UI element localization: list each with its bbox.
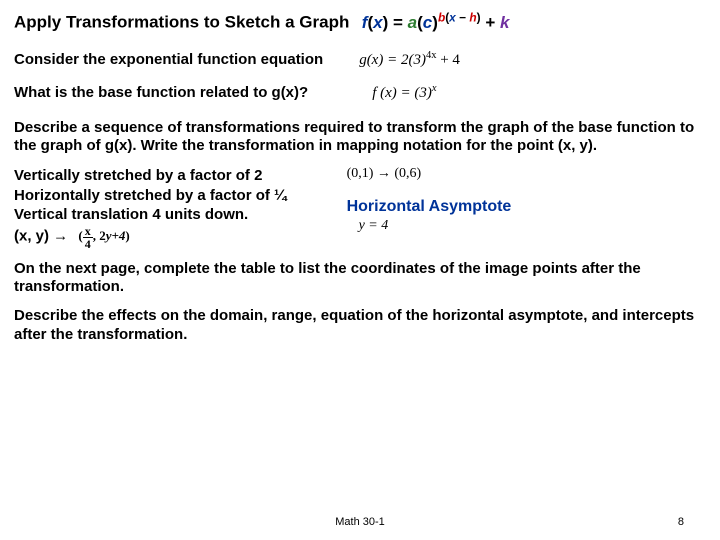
formula-x1: x — [373, 13, 382, 32]
eq-f-main: f (x) = (3) — [372, 85, 432, 101]
consider-row: Consider the exponential function equati… — [14, 43, 706, 76]
formula-x2: x — [449, 10, 456, 24]
map-frac: x4 — [83, 225, 93, 250]
footer-right: 8 — [678, 516, 684, 528]
formula-a: a — [408, 13, 417, 32]
eq-g-exp: 4x — [426, 50, 437, 61]
title-row: Apply Transformations to Sketch a Graph … — [14, 10, 706, 33]
trans-l4: (x, y) → — [14, 227, 68, 244]
asym-title-text: Horizontal Asymptote — [347, 198, 512, 215]
mapping-notation: (x4, 2y+4) — [78, 228, 129, 243]
nextpage-para: On the next page, complete the table to … — [14, 260, 706, 298]
right-col: (0,1) → (0,6) Horizontal Asymptote y = 4 — [347, 166, 512, 234]
trans-l3: Vertical translation 4 units down. — [14, 205, 287, 225]
eq-g-tail: + 4 — [436, 52, 459, 68]
map-frac-bot: 4 — [83, 238, 93, 250]
footer: Math 30-1 8 — [0, 516, 720, 528]
transform-block: Vertically stretched by a factor of 2 Ho… — [14, 166, 706, 250]
eq-f-exp: x — [432, 83, 437, 94]
map-close: ) — [125, 228, 129, 243]
asymptote-title: Horizontal Asymptote — [347, 198, 512, 216]
formula-h: h — [469, 10, 476, 24]
transform-list: Vertically stretched by a factor of 2 Ho… — [14, 166, 287, 250]
map-yplus: y+4 — [106, 228, 126, 243]
equation-f: f (x) = (3)x — [372, 83, 436, 102]
trans-l2: Horizontally stretched by a factor of ¼ — [14, 186, 287, 206]
title-formula: f(x) = a(c)b(x − h) + k — [362, 13, 510, 32]
formula-c: c — [423, 13, 432, 32]
formula-plus: + — [481, 13, 500, 32]
map-mid: , 2 — [93, 228, 106, 243]
describe-para: Describe a sequence of transformations r… — [14, 119, 706, 157]
basefn-text: What is the base function related to g(x… — [14, 84, 308, 101]
formula-minus: − — [456, 10, 470, 24]
eq-g-main: g(x) = 2(3) — [359, 52, 426, 68]
trans-l4-row: (x, y) → (x4, 2y+4) — [14, 225, 287, 250]
asymptote-eq: y = 4 — [359, 218, 512, 234]
formula-eq: = — [388, 13, 407, 32]
trans-l1: Vertically stretched by a factor of 2 — [14, 166, 287, 186]
formula-k: k — [500, 13, 509, 32]
title-main: Apply Transformations to Sketch a Graph — [14, 13, 349, 32]
equation-g: g(x) = 2(3)4x + 4 — [359, 50, 460, 69]
consider-text: Consider the exponential function equati… — [14, 51, 323, 68]
map-frac-top: x — [83, 225, 93, 238]
effects-para: Describe the effects on the domain, rang… — [14, 307, 706, 345]
point-mapping: (0,1) → (0,6) — [347, 166, 512, 182]
basefn-row: What is the base function related to g(x… — [14, 76, 706, 109]
footer-center: Math 30-1 — [335, 516, 385, 528]
